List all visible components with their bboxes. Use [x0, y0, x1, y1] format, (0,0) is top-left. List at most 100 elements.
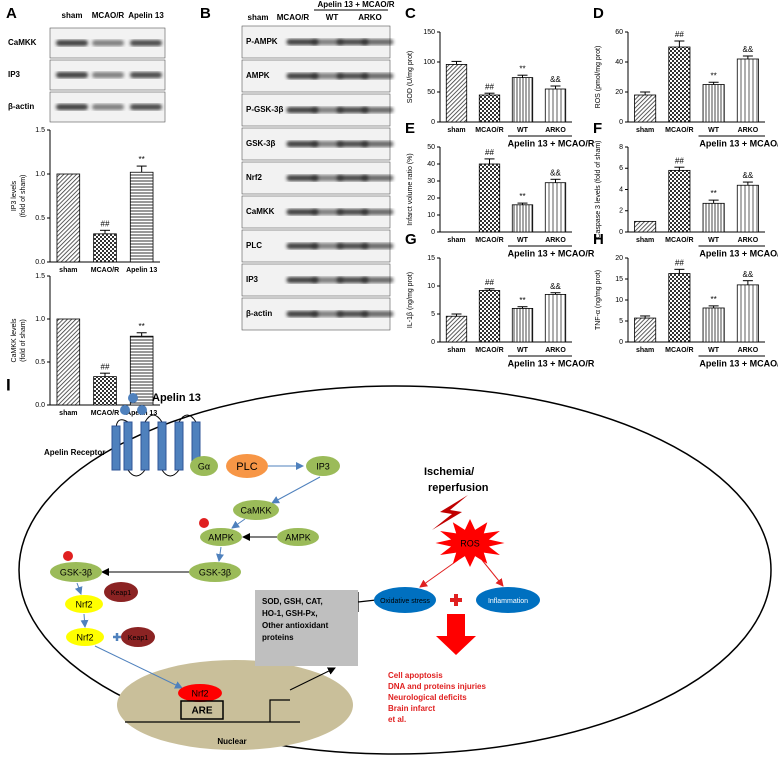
x-tick-label: sham	[636, 127, 654, 134]
significance-mark: **	[711, 189, 717, 198]
y-tick-label: 40	[427, 161, 435, 168]
bar	[544, 88, 567, 123]
bar	[511, 204, 534, 233]
blot-row-label: P-GSK-3β	[246, 105, 283, 114]
are-box	[180, 700, 224, 720]
blot-band	[286, 209, 319, 215]
x-tick-label: sham	[447, 127, 465, 134]
y-tick-label: 1.5	[35, 127, 45, 134]
node-label: Nrf2	[191, 688, 208, 698]
y-tick-label: 10	[615, 297, 623, 304]
bar	[634, 220, 657, 233]
bar	[56, 173, 81, 263]
receptor-helix	[111, 425, 121, 471]
blot-column: sham	[62, 11, 83, 20]
outcome-text: et al.	[388, 715, 406, 724]
blot-band	[92, 72, 124, 78]
x-tick-label: ARKO	[738, 237, 759, 244]
blot-row-label: CaMKK	[246, 207, 275, 216]
receptor-helix	[123, 421, 133, 471]
y-tick-label: 0	[431, 339, 435, 346]
x-tick-label: sham	[447, 237, 465, 244]
blot-row-label: PLC	[246, 241, 262, 250]
arrow	[481, 559, 504, 587]
blot-band	[286, 141, 319, 147]
x-tick-label: ARKO	[738, 127, 759, 134]
x-tick-label: MCAO/R	[475, 347, 503, 354]
blot-band	[311, 141, 344, 147]
y-tick-label: 5	[619, 318, 623, 325]
x-tick-label: MCAO/R	[91, 267, 119, 274]
blot-band	[361, 311, 394, 317]
y-tick-label: 20	[427, 195, 435, 202]
node-label: Keap1	[128, 635, 148, 642]
antioxidant-text: proteins	[262, 633, 294, 642]
significance-mark: &&	[743, 171, 754, 180]
blot-band	[56, 40, 88, 46]
y-tick-label: 4	[619, 186, 623, 193]
blot-band	[311, 107, 344, 113]
x-tick-label: WT	[708, 127, 720, 134]
blot-row-label: P-AMPK	[246, 37, 278, 46]
blot-band	[130, 40, 162, 46]
blot-band	[336, 141, 369, 147]
blot-band	[56, 72, 88, 78]
y-tick-label: 1.0	[35, 171, 45, 178]
y-tick-label: 15	[427, 255, 435, 262]
node-label: Oxidative stress	[380, 598, 430, 605]
antioxidant-text: HO-1, GSH-Px,	[262, 609, 318, 618]
y-axis-label: (fold of sham)	[20, 175, 27, 218]
node-label: Nrf2	[76, 632, 93, 642]
blot-column: MCAO/R	[92, 11, 125, 20]
node-shape	[63, 551, 73, 561]
blot-row-label: CaMKK	[8, 38, 37, 47]
arrow	[289, 667, 336, 691]
y-tick-label: 0	[619, 119, 623, 126]
bar	[668, 169, 691, 233]
blot-band	[130, 104, 162, 110]
y-axis-label: ROS (pmol/mg prot)	[595, 46, 602, 109]
node-label: GSK-3β	[60, 567, 92, 577]
significance-mark: **	[519, 296, 525, 305]
x-tick-label: MCAO/R	[91, 410, 119, 417]
bar	[544, 293, 567, 343]
blot-column: WT	[326, 13, 339, 22]
x-tick-label: ARKO	[545, 237, 566, 244]
outcome-text: DNA and proteins injuries	[388, 682, 486, 691]
bar	[702, 202, 725, 233]
blot-band	[311, 73, 344, 79]
bar	[668, 46, 691, 123]
significance-mark: &&	[743, 45, 754, 54]
blot-band	[286, 243, 319, 249]
node-shape	[65, 595, 103, 613]
node-shape	[374, 587, 436, 613]
blot-band	[361, 277, 394, 283]
cell-membrane	[18, 385, 772, 755]
blot-column: ARKO	[358, 13, 382, 22]
y-axis-label: TNF-α (ng/mg prot)	[595, 270, 602, 330]
y-tick-label: 150	[423, 29, 435, 36]
x-tick-label: sham	[59, 410, 77, 417]
node-shape	[189, 562, 241, 582]
significance-mark: ##	[485, 82, 494, 91]
compartment-label: Nuclear	[217, 737, 246, 746]
antioxidant-text: Other antioxidant	[262, 621, 329, 630]
blot-band	[286, 107, 319, 113]
group-label: Apelin 13 + MCAO/R	[508, 358, 595, 368]
ligand-dot	[120, 405, 130, 415]
x-tick-label: sham	[636, 347, 654, 354]
blot-band	[286, 73, 319, 79]
significance-mark: &&	[550, 168, 561, 177]
y-tick-label: 60	[615, 29, 623, 36]
x-tick-label: ARKO	[545, 347, 566, 354]
node-shape	[476, 587, 540, 613]
x-tick-label: WT	[517, 237, 529, 244]
blot-row-label: IP3	[8, 70, 21, 79]
y-tick-label: 10	[427, 212, 435, 219]
ligand-dot	[128, 393, 138, 403]
bar	[478, 163, 501, 233]
blot-row-label: β-actin	[246, 309, 272, 318]
y-tick-label: 0.0	[35, 259, 45, 266]
panel-letter: F	[593, 120, 602, 137]
x-tick-label: sham	[447, 347, 465, 354]
